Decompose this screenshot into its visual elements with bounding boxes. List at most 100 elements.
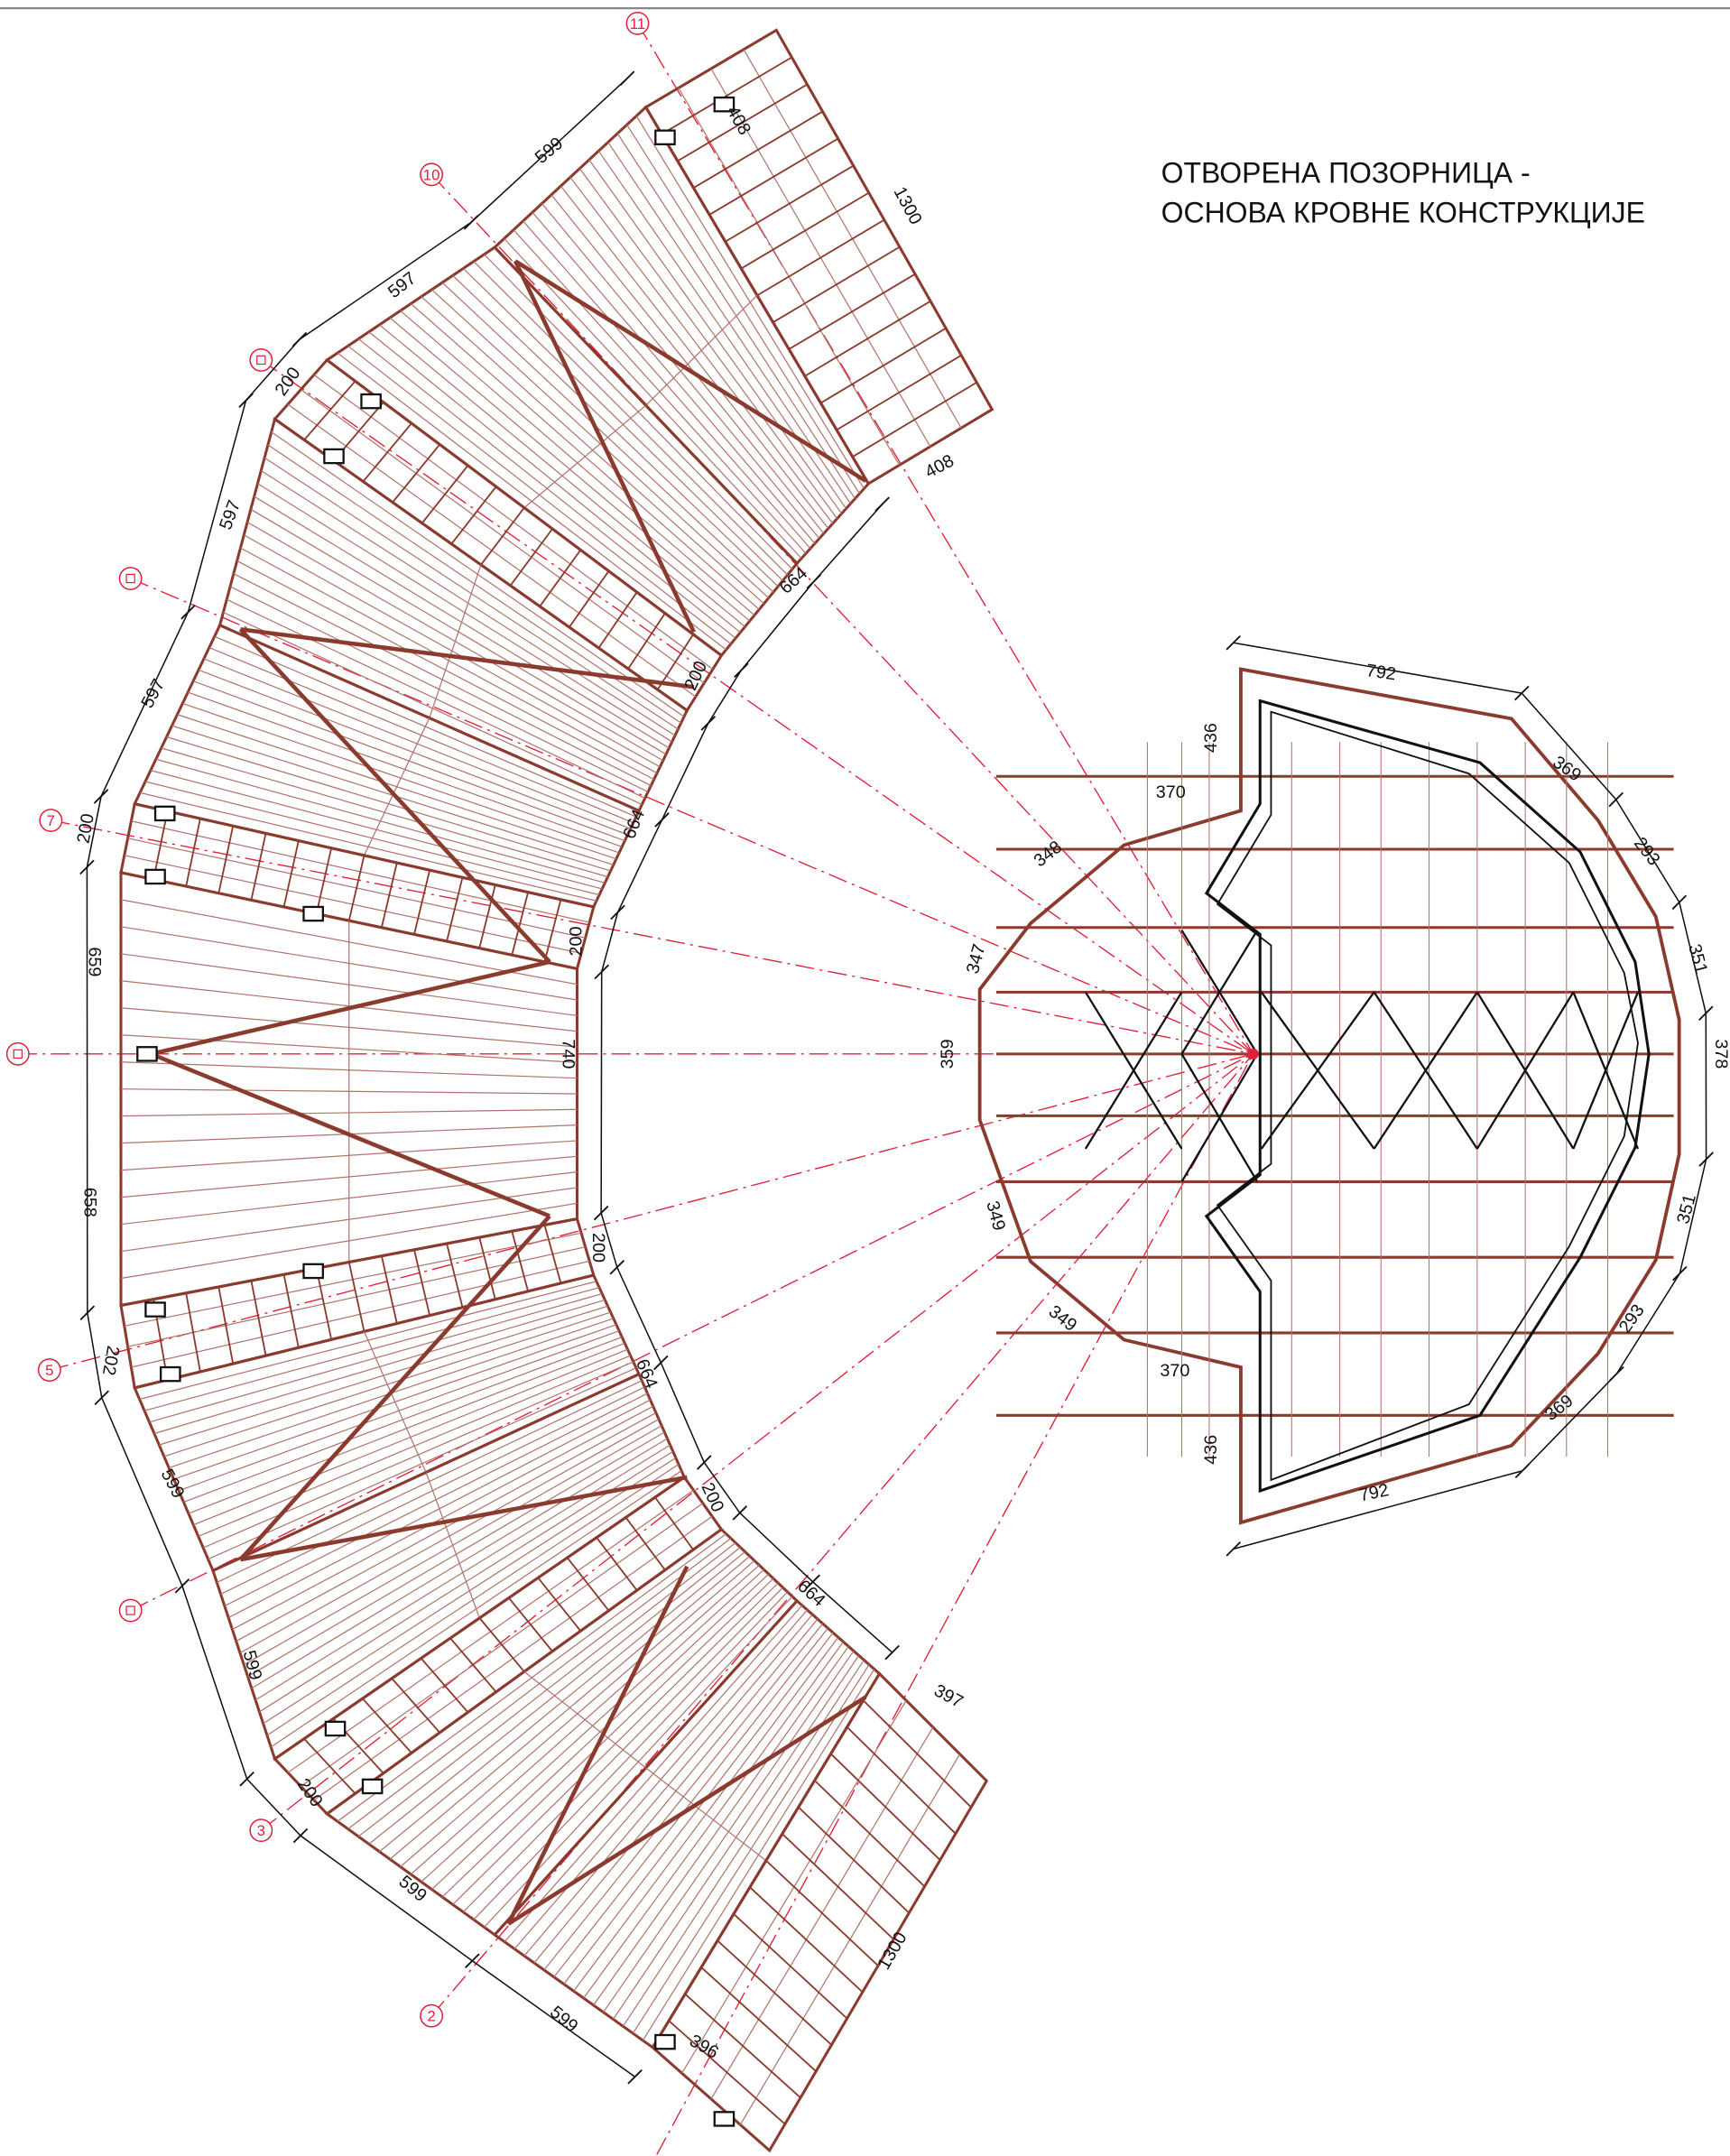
truss: [240, 1475, 688, 1562]
purlin: [478, 884, 496, 948]
dimension-tick: [79, 859, 95, 875]
dimension-label: 200: [272, 364, 305, 400]
support: [654, 2033, 676, 2050]
dimension-label: 1300: [890, 183, 926, 227]
dimension-tick: [1698, 1005, 1714, 1022]
dimension-label: 792: [1357, 1480, 1391, 1505]
dimension-label: 200: [73, 812, 97, 845]
dimension-label: 740: [559, 1039, 578, 1069]
purlin: [347, 855, 365, 921]
dimension-label: 664: [632, 1356, 661, 1392]
dimension-line: [1233, 642, 1707, 1550]
purlin: [511, 1231, 530, 1292]
dimension-label: 597: [384, 268, 421, 302]
dimension-label: 397: [930, 1680, 966, 1712]
purlin: [282, 1274, 300, 1348]
support: [144, 1301, 166, 1318]
support: [160, 1365, 181, 1383]
bracing: [1084, 991, 1183, 1150]
dimension-tick: [174, 1578, 190, 1594]
dimension-label: 202: [98, 1344, 123, 1376]
dimension-tick: [806, 574, 822, 589]
dimensions: 408 1300 599 597 200 597 597 200 659 658 202 599 599…: [73, 70, 1730, 2085]
purlin: [798, 1806, 910, 1914]
axis-label: 10: [423, 166, 440, 183]
purlin: [756, 218, 885, 297]
dimension-tick: [874, 496, 890, 512]
axis-mark: [125, 1605, 135, 1615]
dimension-label: 599: [546, 2003, 581, 2037]
bracing: [1180, 930, 1259, 1055]
roof-segment: [324, 1527, 800, 1937]
dimension-tick: [291, 331, 308, 347]
dimension-tick: [79, 1305, 96, 1321]
dimension-tick: [593, 1205, 609, 1221]
dimension-tick: [93, 789, 109, 804]
axis-bubble: [5, 1041, 30, 1066]
purlin: [830, 1753, 941, 1861]
purlin: [380, 1255, 398, 1324]
purlin: [733, 1913, 848, 2020]
dimension-label: 370: [1156, 782, 1186, 802]
dimension-label: 408: [921, 451, 957, 483]
purlin: [597, 591, 638, 649]
purlin: [282, 840, 300, 908]
support: [302, 1263, 324, 1280]
title-line: ОТВОРЕНА ПОЗОРНИЦА -: [1161, 157, 1531, 190]
purlin: [677, 83, 808, 162]
purlin: [480, 507, 525, 566]
purlin: [772, 245, 901, 323]
axis-line: [49, 1053, 1254, 1371]
title-line: ОСНОВА КРОВНЕ КОНСТРУКЦИЈЕ: [1161, 197, 1645, 229]
purlin: [654, 1496, 694, 1550]
axis-line: [430, 173, 1254, 1055]
support: [153, 805, 176, 822]
truss: [240, 627, 695, 689]
axis-line: [656, 1053, 1254, 2155]
axis-bubbles: 11 10 7 5 3 2: [5, 11, 650, 2028]
dimension-tick: [1514, 1463, 1531, 1479]
truss: [150, 959, 550, 1057]
purlin: [391, 1678, 440, 1734]
purlin: [804, 300, 931, 377]
dimension-tick: [94, 1390, 110, 1406]
purlin: [661, 56, 792, 135]
roof-segment: [324, 245, 800, 658]
purlin: [250, 833, 267, 901]
purlin: [446, 1243, 464, 1308]
dimension-label: 658: [80, 1188, 100, 1217]
dimension-tick: [1671, 894, 1688, 911]
truss: [513, 260, 696, 634]
dimension-label: 348: [1031, 837, 1067, 872]
purlin: [569, 570, 610, 628]
purlin: [765, 1859, 879, 1966]
purlin: [303, 1738, 356, 1794]
dimension-label: 200: [680, 658, 711, 693]
purlin: [566, 1557, 610, 1612]
dimension-label: 370: [1160, 1361, 1189, 1381]
axis-label: 5: [45, 1362, 53, 1379]
dimension-label: 200: [567, 926, 587, 956]
axis-label: 11: [630, 15, 645, 32]
axis-line: [260, 359, 1254, 1055]
dimension-tick: [180, 604, 196, 620]
axis-label: 7: [47, 812, 55, 829]
axis-mark: [125, 573, 135, 584]
dimension-tick: [465, 1953, 480, 1968]
bracing: [1180, 1053, 1259, 1183]
dimension-label: 200: [697, 1480, 727, 1515]
dimension-tick: [1226, 1541, 1241, 1557]
support: [323, 448, 345, 465]
support: [361, 1778, 384, 1795]
axis-label: 2: [427, 2008, 435, 2025]
purlin: [380, 862, 398, 928]
ring-beam: [1204, 699, 1651, 1494]
purlin: [523, 1670, 647, 1769]
dimension-tick: [697, 1455, 712, 1470]
axis-mark: [256, 355, 266, 366]
support: [324, 1720, 347, 1737]
purlin: [185, 1292, 201, 1373]
purlin: [819, 327, 947, 404]
purlin: [362, 422, 412, 483]
